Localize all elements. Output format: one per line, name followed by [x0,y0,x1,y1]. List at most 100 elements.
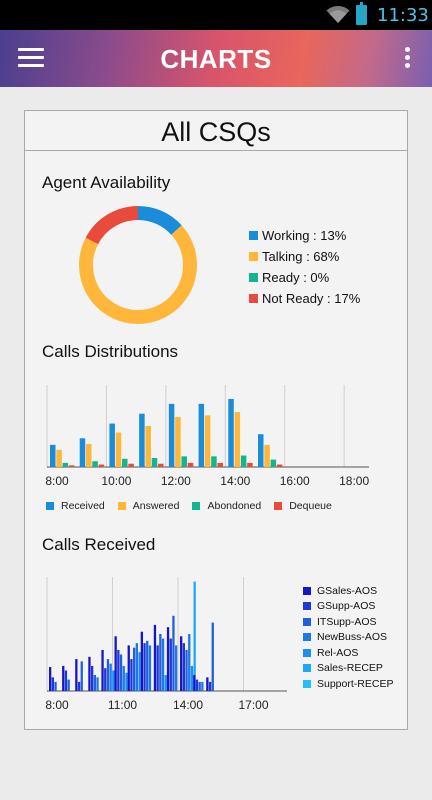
bar-newbuss-aos [201,681,204,691]
bar-newbuss-aos [96,677,99,691]
bar-newbuss-aos [188,634,191,691]
bar-abondoned [181,456,187,467]
bar-answered [86,444,92,467]
legend-item-newbuss-aos: NewBuss-AOS [303,630,393,646]
bar-itsupp-aos [106,659,110,691]
legend-swatch [249,231,258,240]
legend-item-working: Working : 13% [249,225,360,246]
x-tick-label: 14:00 [173,698,203,712]
legend-swatch [192,502,201,510]
bar-dequeue [128,463,134,467]
legend-swatch [303,633,311,642]
legend-label: Talking : 68% [262,249,340,264]
legend-swatch [249,273,258,282]
bar-rel-aos [138,652,141,691]
x-tick-label: 10:00 [101,474,131,488]
donut-slice-1 [79,225,197,324]
x-tick-label: 8:00 [45,474,69,488]
hamburger-menu-icon[interactable] [18,48,44,68]
legend-item-abondoned: Abondoned [192,499,261,513]
legend-label: GSupp-AOS [317,600,376,613]
bar-itsupp-aos [54,681,57,691]
calls-received-title: Calls Received [42,535,156,554]
bar-dequeue [217,462,223,467]
bar-gsupp-aos [143,643,146,691]
wifi-icon [326,6,350,23]
charts-card: All CSQs Agent Availability Working : 13… [24,110,408,730]
bar-gsales-aos [140,631,143,691]
bar-received [168,403,175,467]
bar-gsupp-aos [104,668,107,691]
bar-answered [175,416,181,467]
legend-item-received: Received [46,499,105,513]
bar-received [79,438,86,467]
bar-abondoned [211,456,217,467]
bar-itsupp-aos [185,649,188,691]
bar-gsales-aos [88,656,91,691]
legend-item-talking: Talking : 68% [249,246,360,267]
bar-gsales-aos [127,645,130,691]
bar-newbuss-aos [122,665,125,691]
bar-answered [264,444,270,467]
calls-distributions-title: Calls Distributions [42,342,179,361]
bar-newbuss-aos [175,645,178,691]
legend-item-ready: Ready : 0% [249,267,360,288]
bar-itsupp-aos [133,647,136,691]
legend-item-support-recep: Support-RECEP [303,676,393,692]
bar-abondoned [122,458,128,467]
legend-swatch [249,294,258,303]
bar-gsupp-aos [130,659,133,691]
bar-rel-aos [125,672,128,691]
bar-gsupp-aos [117,649,120,691]
legend-label: Working : 13% [262,228,347,243]
bar-gsupp-aos [208,681,212,691]
calls-distributions-legend: Received Answered Abondoned Dequeue [46,499,345,513]
bar-abondoned [151,457,158,467]
bar-dequeue [187,462,194,467]
x-tick-label: 11:00 [108,698,137,712]
x-tick-label: 14:00 [220,474,250,488]
bar-rel-aos [112,670,115,691]
calls-distributions-bar-chart: 8:00 10:00 12:00 14:00 16:00 18:00 [45,385,369,488]
overflow-menu-icon[interactable] [400,47,414,71]
x-tick-label: 17:00 [238,698,268,712]
bar-itsupp-aos [198,681,201,691]
bar-gsupp-aos [51,677,54,691]
bar-answered [56,449,62,467]
legend-swatch [46,502,54,510]
bar-itsupp-aos [67,679,70,691]
legend-item-not-ready: Not Ready : 17% [249,288,360,309]
agent-availability-legend: Working : 13% Talking : 68% Ready : 0% N… [249,225,360,309]
bar-itsupp-aos [93,675,96,691]
legend-label: Ready : 0% [262,270,330,285]
card-title: All CSQs [25,111,407,151]
bar-newbuss-aos [161,638,165,691]
bar-dequeue [68,465,75,467]
legend-item-gsales-aos: GSales-AOS [303,583,393,599]
bar-received [258,434,264,467]
bar-gsales-aos [49,667,52,691]
calls-received-bar-chart: 8:00 11:00 14:00 17:00 [45,577,287,712]
bar-gsales-aos [75,659,78,691]
legend-label: Support-RECEP [317,677,394,690]
x-tick-label: 8:00 [45,698,69,712]
bar-dequeue [247,462,253,467]
bar-abondoned [62,462,69,467]
legend-label: Received [61,500,105,512]
bar-dequeue [158,463,164,467]
bar-itsupp-aos [211,622,214,691]
legend-label: NewBuss-AOS [317,631,388,644]
legend-swatch [303,617,311,626]
bar-gsales-aos [193,675,196,691]
bar-gsales-aos [62,665,65,691]
bar-answered [234,412,241,467]
legend-swatch [117,502,126,510]
bar-gsupp-aos [182,643,185,691]
legend-item-answered: Answered [117,499,179,513]
legend-item-dequeue: Dequeue [274,499,332,513]
page-title: CHARTS [160,44,272,74]
bar-dequeue [98,464,105,467]
legend-swatch [249,252,258,261]
bar-newbuss-aos [148,645,152,691]
agent-availability-title: Agent Availability [42,173,171,192]
